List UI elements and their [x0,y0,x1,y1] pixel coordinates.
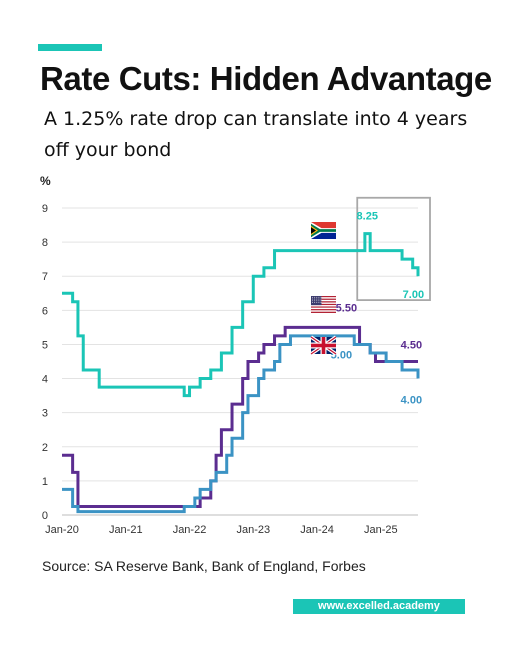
sa-rate-line [62,232,420,398]
usa-flag [311,296,336,313]
x-tick-label: Jan-25 [364,524,398,536]
page-title: Rate Cuts: Hidden Advantage [40,60,492,97]
sa-value-label: 8.25 [357,211,378,223]
x-tick-label: Jan-20 [45,524,79,536]
y-tick-label: 3 [42,408,48,420]
uk-rate-line [62,334,420,514]
y-axis-label: % [40,174,51,188]
website-footer-badge[interactable]: www.excelled.academy [293,599,465,614]
y-tick-label: 9 [42,203,48,215]
y-tick-label: 0 [42,510,48,522]
us-value-label: 5.50 [336,302,357,314]
source-note: Source: SA Reserve Bank, Bank of England… [42,558,366,574]
y-tick-label: 8 [42,237,48,249]
page-subtitle: A 1.25% rate drop can translate into 4 y… [44,108,468,161]
y-tick-label: 2 [42,442,48,454]
x-tick-label: Jan-22 [173,524,207,536]
y-tick-label: 7 [42,271,48,283]
y-tick-label: 4 [42,374,48,386]
sa-value-label: 7.00 [403,289,424,301]
south-africa-flag [311,222,336,239]
y-tick-label: 1 [42,476,48,488]
accent-bar [38,44,102,51]
uk-flag [310,335,337,356]
highlight-box [356,196,431,301]
y-tick-label: 5 [42,339,48,351]
x-tick-label: Jan-24 [300,524,334,536]
us-rate-line [62,325,418,508]
x-tick-label: Jan-21 [109,524,143,536]
uk-value-label: 4.00 [401,395,422,407]
us-value-label: 4.50 [401,340,422,352]
x-tick-label: Jan-23 [236,524,270,536]
y-tick-label: 6 [42,305,48,317]
